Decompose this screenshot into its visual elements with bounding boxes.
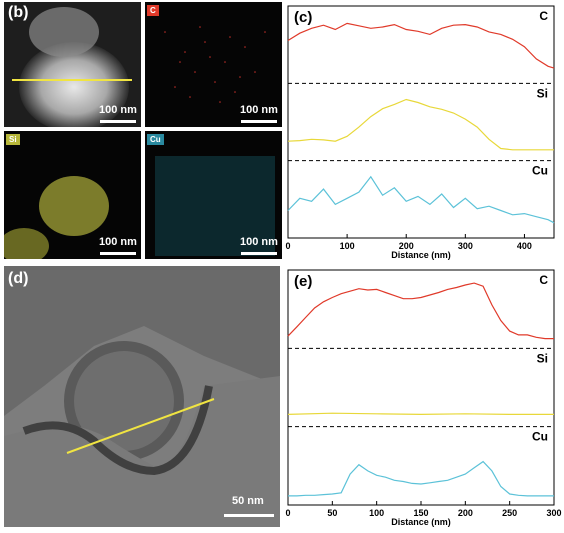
panel-label-b: (b)	[8, 4, 29, 21]
scale-bar-cu-map	[241, 252, 277, 255]
scale-bar-d	[224, 514, 274, 517]
element-tag-si: Si	[6, 134, 20, 145]
cu-map-panel: Cu 100 nm	[145, 131, 282, 259]
x-tick-label: 0	[285, 508, 290, 518]
scale-bar-b	[100, 120, 136, 123]
series-line-si	[287, 412, 554, 416]
scale-text-si-map: 100 nm	[99, 236, 137, 248]
c-map	[164, 26, 266, 103]
scale-text-d: 50 nm	[232, 495, 264, 507]
panel-label-d: (d)	[8, 270, 29, 287]
scale-bar-si-map	[100, 252, 136, 255]
x-tick-label: 0	[285, 241, 290, 251]
x-tick-label: 50	[327, 508, 337, 518]
linescan-chart-e-svg: (e) C Si Cu 0 50 100 150 200 250 300 Distance (nm)	[285, 269, 562, 527]
x-tick-label: 100	[340, 241, 355, 251]
x-tick-label: 200	[399, 241, 414, 251]
c-map-panel: C 100 nm	[145, 2, 282, 127]
scale-text-b: 100 nm	[99, 104, 137, 116]
si-map	[4, 176, 109, 259]
series-label-cu: Cu	[532, 164, 548, 178]
linescan-chart-e: (e) C Si Cu 0 50 100 150 200 250 300 Distance (nm)	[284, 266, 562, 531]
cu-map	[155, 156, 275, 256]
x-axis-label: Distance (nm)	[391, 517, 451, 527]
scale-text-cu-map: 100 nm	[240, 236, 278, 248]
x-tick-label: 250	[502, 508, 517, 518]
series-label-c: C	[539, 9, 548, 23]
linescan-chart-c-svg: (c) C Si Cu 0 100 200 300 400 Distance (nm)	[285, 5, 555, 260]
linescan-chart-c: (c) C Si Cu 0 100 200 300 400 Distance (nm)	[284, 2, 562, 264]
element-tag-cu: Cu	[147, 134, 164, 145]
haadf-image-panel: (b) 100 nm	[4, 2, 141, 127]
panel-label: (c)	[294, 9, 312, 26]
plot-frame	[287, 269, 555, 506]
series-label-cu: Cu	[532, 430, 548, 444]
tem-image-panel: (d) 50 nm	[4, 266, 280, 527]
plot-frame	[287, 5, 555, 239]
series-line-c	[287, 282, 554, 340]
series-line-cu	[288, 460, 554, 497]
series-label-c: C	[539, 273, 548, 287]
x-tick-label: 300	[546, 508, 561, 518]
x-tick-label: 200	[458, 508, 473, 518]
x-tick-label: 300	[458, 241, 473, 251]
scale-bar-c-map	[241, 120, 277, 123]
element-tag-c: C	[147, 5, 159, 16]
x-tick-label: 100	[369, 508, 384, 518]
x-tick-label: 150	[413, 508, 428, 518]
haadf-image	[4, 2, 141, 127]
tem-image	[4, 266, 280, 527]
x-axis-label: Distance (nm)	[391, 250, 451, 260]
series-line-c	[287, 22, 555, 69]
scale-text-c-map: 100 nm	[240, 104, 278, 116]
x-tick-label: 400	[517, 241, 532, 251]
si-map-panel: Si 100 nm	[4, 131, 141, 259]
panel-label: (e)	[294, 273, 312, 290]
series-line-si	[287, 98, 554, 151]
series-label-si: Si	[537, 351, 548, 365]
series-label-si: Si	[537, 86, 548, 100]
series-line-cu	[287, 175, 555, 224]
